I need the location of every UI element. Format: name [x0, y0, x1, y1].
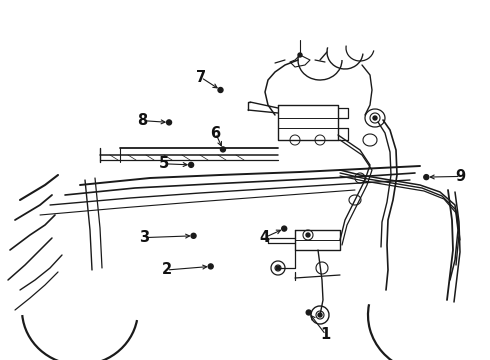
Circle shape: [424, 175, 429, 180]
Circle shape: [208, 264, 213, 269]
Text: 4: 4: [260, 230, 270, 245]
Circle shape: [373, 116, 377, 120]
Circle shape: [318, 313, 322, 317]
Circle shape: [220, 147, 225, 152]
Text: 6: 6: [211, 126, 220, 141]
Circle shape: [167, 120, 172, 125]
Circle shape: [191, 233, 196, 238]
Text: 3: 3: [140, 230, 149, 245]
Circle shape: [276, 266, 280, 270]
Circle shape: [306, 310, 311, 315]
Text: 5: 5: [159, 156, 169, 171]
Circle shape: [189, 162, 194, 167]
Text: 9: 9: [456, 169, 466, 184]
Circle shape: [306, 233, 310, 237]
Text: 8: 8: [137, 113, 147, 128]
Circle shape: [282, 226, 287, 231]
Text: 1: 1: [321, 327, 331, 342]
Circle shape: [298, 53, 302, 57]
Text: 7: 7: [196, 70, 206, 85]
Circle shape: [218, 87, 223, 93]
Text: 2: 2: [162, 262, 172, 278]
